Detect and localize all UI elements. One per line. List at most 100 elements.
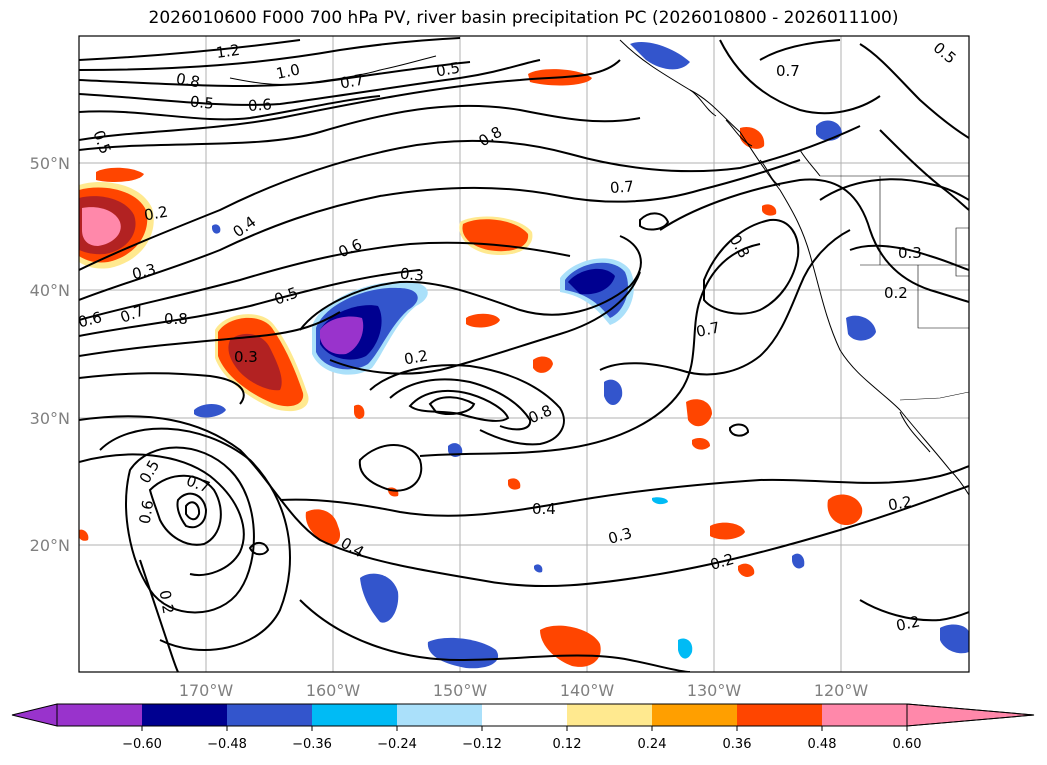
precip-blob-pos — [96, 167, 144, 182]
precip-blob-neg — [604, 379, 623, 405]
precip-shading — [79, 42, 969, 669]
pv-contour — [79, 39, 301, 61]
precip-blob-pos — [686, 399, 712, 427]
lon-labels: 170°W 160°W 150°W 140°W 130°W 120°W — [179, 681, 869, 700]
pv-contour — [248, 542, 270, 556]
border-states — [860, 176, 969, 329]
pv-contour — [299, 235, 642, 331]
contour-label: 1.2 — [215, 41, 241, 62]
contour-label: 0.2 — [887, 493, 914, 515]
lon-label-130w: 130°W — [687, 681, 742, 700]
lat-label-50n: 50°N — [30, 154, 70, 173]
pv-contour — [79, 372, 245, 405]
pv-contour — [428, 396, 476, 415]
colorbar-tick-label: −0.12 — [462, 737, 502, 752]
pv-contour — [79, 104, 641, 151]
precip-blob-pos — [827, 494, 863, 526]
lat-label-30n: 30°N — [30, 409, 70, 428]
contour-label: 0.7 — [609, 177, 634, 197]
pv-contour — [79, 59, 541, 106]
map-title: 2026010600 F000 700 hPa PV, river basin … — [148, 8, 899, 28]
contour-label: 0.7 — [776, 62, 800, 80]
pv-contour — [719, 39, 881, 115]
colorbar-tick-label: 0.24 — [638, 737, 667, 752]
contour-label: 0.2 — [884, 284, 908, 302]
pv-contour — [703, 218, 800, 315]
pv-contour — [408, 389, 510, 422]
contour-label: 0.2 — [156, 589, 178, 616]
contour-label: 0.4 — [532, 500, 556, 518]
colorbar-ticks — [141, 726, 908, 731]
pv-contour — [79, 59, 621, 141]
contour-label: 0.3 — [234, 348, 258, 366]
political-borders — [820, 175, 969, 401]
graticule — [79, 36, 969, 672]
precip-blob-neg — [212, 224, 221, 234]
pv-contour — [79, 415, 969, 588]
pv-contour — [79, 311, 341, 357]
colorbar-segment — [822, 704, 907, 726]
colorbar-tick-label: −0.36 — [292, 737, 332, 752]
plot-frame — [78, 35, 970, 673]
precip-blob-neg — [534, 564, 543, 573]
contour-label: 0.3 — [399, 264, 425, 284]
contour-label: 0.5 — [189, 92, 215, 112]
contour-label: 0.7 — [694, 318, 721, 341]
contour-label: 0.2 — [403, 347, 430, 369]
colorbar-tick-label: 0.48 — [808, 737, 837, 752]
colorbar-tick-label: −0.48 — [207, 737, 247, 752]
lat-label-20n: 20°N — [30, 536, 70, 555]
pv-contour — [369, 364, 565, 446]
colorbar-extend-right-tip — [906, 703, 1035, 727]
coastline-baja — [899, 411, 931, 453]
precip-blob-pos — [228, 333, 282, 391]
pv-contour — [659, 178, 969, 303]
precip-blob-pos — [738, 563, 755, 577]
contour-label: 0.6 — [76, 308, 104, 331]
precip-blob-neg — [360, 573, 399, 623]
pv-contour — [849, 244, 969, 271]
pv-contour — [419, 243, 761, 457]
lon-label-140w: 140°W — [560, 681, 615, 700]
precip-blob-pos — [762, 204, 777, 216]
pv-contour — [879, 129, 969, 211]
pv-contour — [79, 241, 571, 321]
colorbar-segment — [142, 704, 227, 726]
pv-contour — [79, 95, 381, 121]
border-us-mexico — [899, 391, 969, 401]
lon-label-170w: 170°W — [179, 681, 234, 700]
contour-label: 0.2 — [143, 203, 170, 225]
colorbar-extend-left — [11, 703, 58, 727]
contour-label: 1.0 — [274, 60, 301, 83]
colorbar: −0.60 −0.48 −0.36 −0.24 −0.12 0.12 0.24 … — [11, 703, 1035, 752]
pv-contour — [185, 501, 201, 521]
precip-blob-neg — [816, 120, 842, 141]
colorbar-segment — [567, 704, 652, 726]
pv-contour — [79, 159, 801, 301]
precip-blob-pos — [692, 438, 710, 450]
colorbar-extend-right — [906, 703, 1035, 727]
lon-label-160w: 160°W — [306, 681, 361, 700]
colorbar-segment — [482, 704, 567, 726]
precip-blob-pos — [466, 313, 500, 328]
precip-blob-neg — [630, 42, 690, 70]
lat-labels: 50°N 40°N 30°N 20°N — [30, 154, 70, 555]
contour-label: 0.6 — [136, 499, 158, 526]
pv-contour — [759, 39, 969, 139]
colorbar-tick-label: 0.60 — [893, 737, 922, 752]
precip-blob-pos — [710, 522, 745, 540]
precip-blob-neg — [427, 637, 499, 669]
pv-contour — [639, 212, 670, 231]
pv-contour — [819, 178, 969, 201]
pv-contour — [729, 423, 750, 437]
contour-label: 0.2 — [708, 550, 736, 574]
contour-label: 0.3 — [130, 260, 158, 283]
coastline-bc — [799, 149, 821, 177]
pv-contour — [329, 271, 641, 375]
colorbar-tick-label: −0.24 — [377, 737, 417, 752]
pv-contour — [125, 446, 255, 614]
pv-contour — [859, 599, 969, 622]
lon-label-120w: 120°W — [814, 681, 869, 700]
pv-contour — [279, 465, 969, 517]
contour-label: 0.5 — [435, 59, 462, 81]
